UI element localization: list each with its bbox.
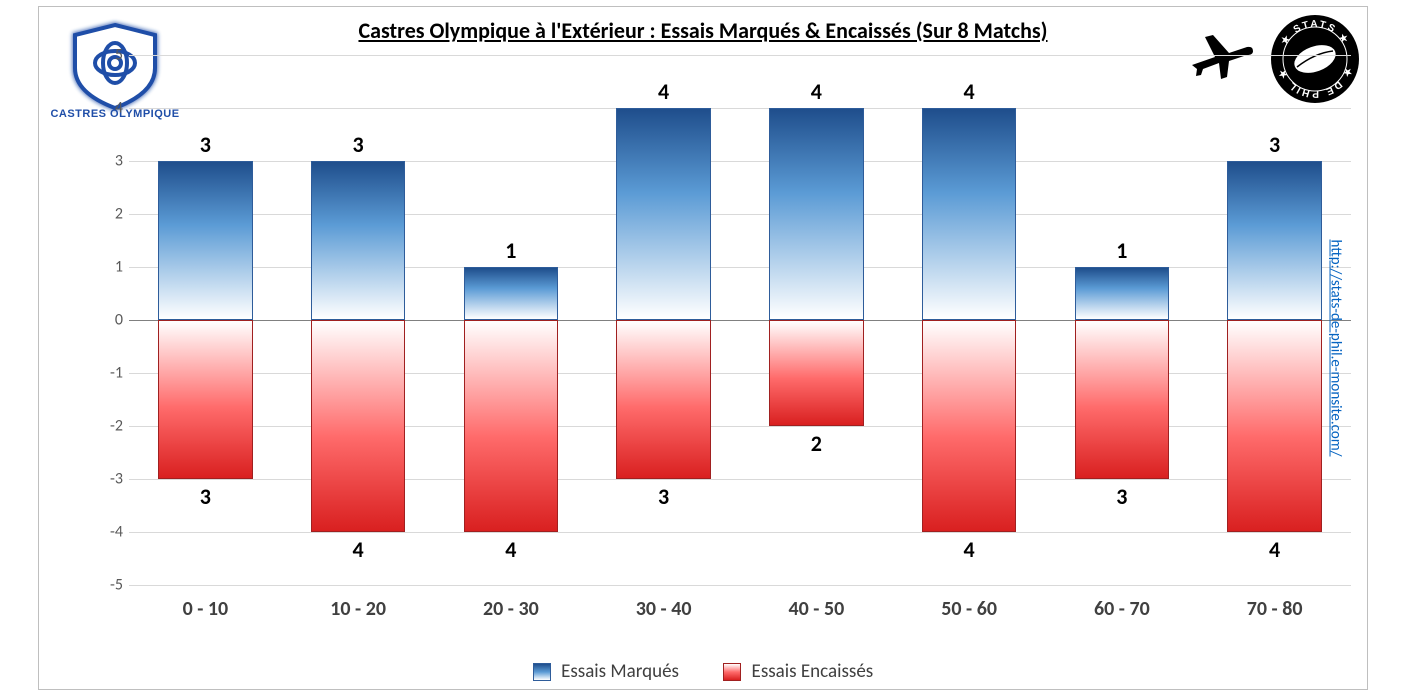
bar-group: 34 <box>311 55 406 585</box>
bar-group: 13 <box>1075 55 1170 585</box>
bar-scored <box>464 267 559 320</box>
bar-conceded-value: 4 <box>1227 536 1322 563</box>
y-tick-label: -2 <box>87 417 123 436</box>
y-tick-label: -5 <box>87 576 123 595</box>
bar-scored <box>1075 267 1170 320</box>
x-tick-label: 10 - 20 <box>282 597 435 621</box>
bar-scored <box>1227 161 1322 320</box>
bar-conceded-value: 3 <box>158 483 253 510</box>
y-tick-label: -4 <box>87 523 123 542</box>
bar-conceded-value: 4 <box>922 536 1017 563</box>
x-tick-label: 50 - 60 <box>893 597 1046 621</box>
y-tick-label: -3 <box>87 470 123 489</box>
bar-scored <box>158 161 253 320</box>
y-tick-label: 0 <box>87 311 123 330</box>
bar-scored-value: 4 <box>922 78 1017 105</box>
bar-scored <box>922 108 1017 320</box>
bar-scored-value: 3 <box>1227 131 1322 158</box>
y-tick-label: 1 <box>87 258 123 277</box>
legend-item-scored: Essais Marqués <box>533 660 679 683</box>
bar-conceded <box>922 320 1017 532</box>
bar-scored <box>616 108 711 320</box>
gridline <box>129 585 1351 586</box>
bar-conceded-value: 3 <box>616 483 711 510</box>
legend-label-scored: Essais Marqués <box>561 660 679 683</box>
plot-area: -5-4-3-2-1012345330 - 103410 - 201420 - … <box>129 55 1351 585</box>
y-tick-label: 5 <box>87 46 123 65</box>
x-tick-label: 30 - 40 <box>587 597 740 621</box>
bar-scored <box>769 108 864 320</box>
bar-group: 44 <box>922 55 1017 585</box>
legend: Essais Marqués Essais Encaissés <box>39 660 1367 683</box>
chart-title: Castres Olympique à l'Extérieur : Essais… <box>39 17 1367 44</box>
bar-conceded <box>158 320 253 479</box>
bar-conceded-value: 3 <box>1075 483 1170 510</box>
bar-conceded <box>769 320 864 426</box>
bar-conceded <box>464 320 559 532</box>
legend-swatch-scored <box>533 663 551 681</box>
bar-conceded-value: 4 <box>311 536 406 563</box>
x-tick-label: 20 - 30 <box>435 597 588 621</box>
bar-scored <box>311 161 406 320</box>
chart-container: Castres Olympique à l'Extérieur : Essais… <box>38 6 1368 690</box>
bar-scored-value: 4 <box>769 78 864 105</box>
y-tick-label: 4 <box>87 99 123 118</box>
bar-conceded <box>616 320 711 479</box>
bar-group: 43 <box>616 55 711 585</box>
bar-group: 42 <box>769 55 864 585</box>
x-tick-label: 60 - 70 <box>1046 597 1199 621</box>
bar-scored-value: 1 <box>464 237 559 264</box>
bar-conceded <box>1227 320 1322 532</box>
y-tick-label: -1 <box>87 364 123 383</box>
bar-conceded-value: 2 <box>769 430 864 457</box>
bar-group: 33 <box>158 55 253 585</box>
bar-scored-value: 1 <box>1075 237 1170 264</box>
bar-conceded <box>1075 320 1170 479</box>
x-tick-label: 70 - 80 <box>1198 597 1351 621</box>
y-tick-label: 3 <box>87 152 123 171</box>
legend-swatch-conceded <box>723 663 741 681</box>
x-tick-label: 40 - 50 <box>740 597 893 621</box>
x-tick-label: 0 - 10 <box>129 597 282 621</box>
bar-scored-value: 3 <box>158 131 253 158</box>
legend-label-conceded: Essais Encaissés <box>752 660 874 683</box>
source-link[interactable]: http://stats-de-phil.e-monsite.com/ <box>1326 239 1344 456</box>
legend-item-conceded: Essais Encaissés <box>723 660 873 683</box>
bar-scored-value: 4 <box>616 78 711 105</box>
bar-group: 14 <box>464 55 559 585</box>
bar-conceded <box>311 320 406 532</box>
bar-scored-value: 3 <box>311 131 406 158</box>
bar-group: 34 <box>1227 55 1322 585</box>
y-tick-label: 2 <box>87 205 123 224</box>
bar-conceded-value: 4 <box>464 536 559 563</box>
